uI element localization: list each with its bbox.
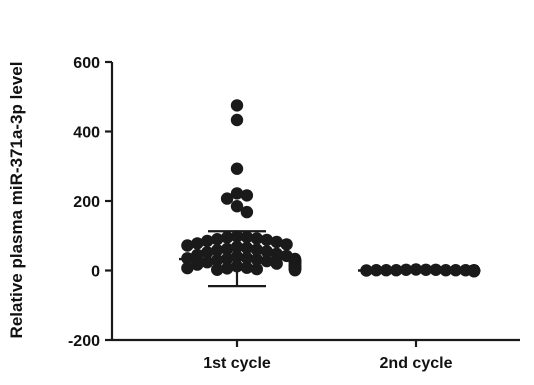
data-point [211, 244, 224, 257]
axes-layer: -200 0 200 400 600 1st cycle 2nd cycle [68, 55, 520, 372]
data-point [220, 242, 234, 256]
data-point [211, 233, 224, 246]
data-point [220, 231, 234, 244]
data-point [250, 232, 263, 245]
points-layer [181, 99, 481, 278]
data-point [230, 99, 244, 112]
y-tick-label: 600 [73, 55, 100, 72]
y-tick-label: 200 [73, 194, 100, 211]
x-tick-label: 2nd cycle [380, 355, 453, 372]
data-point [201, 234, 214, 248]
data-point [270, 247, 283, 260]
x-tick-label: 1st cycle [203, 355, 271, 372]
data-point [181, 261, 194, 275]
data-point [288, 264, 302, 277]
bars-layer [179, 230, 474, 288]
data-point [260, 245, 273, 258]
y-axis-title: Relative plasma miR-371a-3p level [7, 62, 26, 339]
y-tick-label: -200 [68, 333, 100, 350]
data-point [240, 241, 254, 255]
y-tick-label: 0 [91, 264, 100, 281]
data-point [181, 239, 194, 252]
data-point [230, 113, 244, 127]
data-point [230, 187, 244, 200]
data-point [270, 257, 283, 270]
data-point [280, 238, 293, 251]
data-point [250, 243, 263, 256]
data-point [240, 205, 254, 219]
data-point [230, 200, 244, 213]
data-point [240, 261, 254, 274]
data-point [211, 263, 224, 276]
data-point [220, 262, 234, 275]
data-point [230, 162, 244, 175]
data-point [250, 262, 263, 276]
data-point [191, 237, 204, 250]
data-point [240, 230, 254, 244]
data-point [260, 233, 273, 247]
data-point [201, 246, 214, 259]
data-point [220, 192, 234, 205]
data-point [270, 235, 283, 249]
y-tick-label: 400 [73, 125, 100, 142]
data-point [240, 189, 254, 202]
data-point [191, 258, 204, 271]
